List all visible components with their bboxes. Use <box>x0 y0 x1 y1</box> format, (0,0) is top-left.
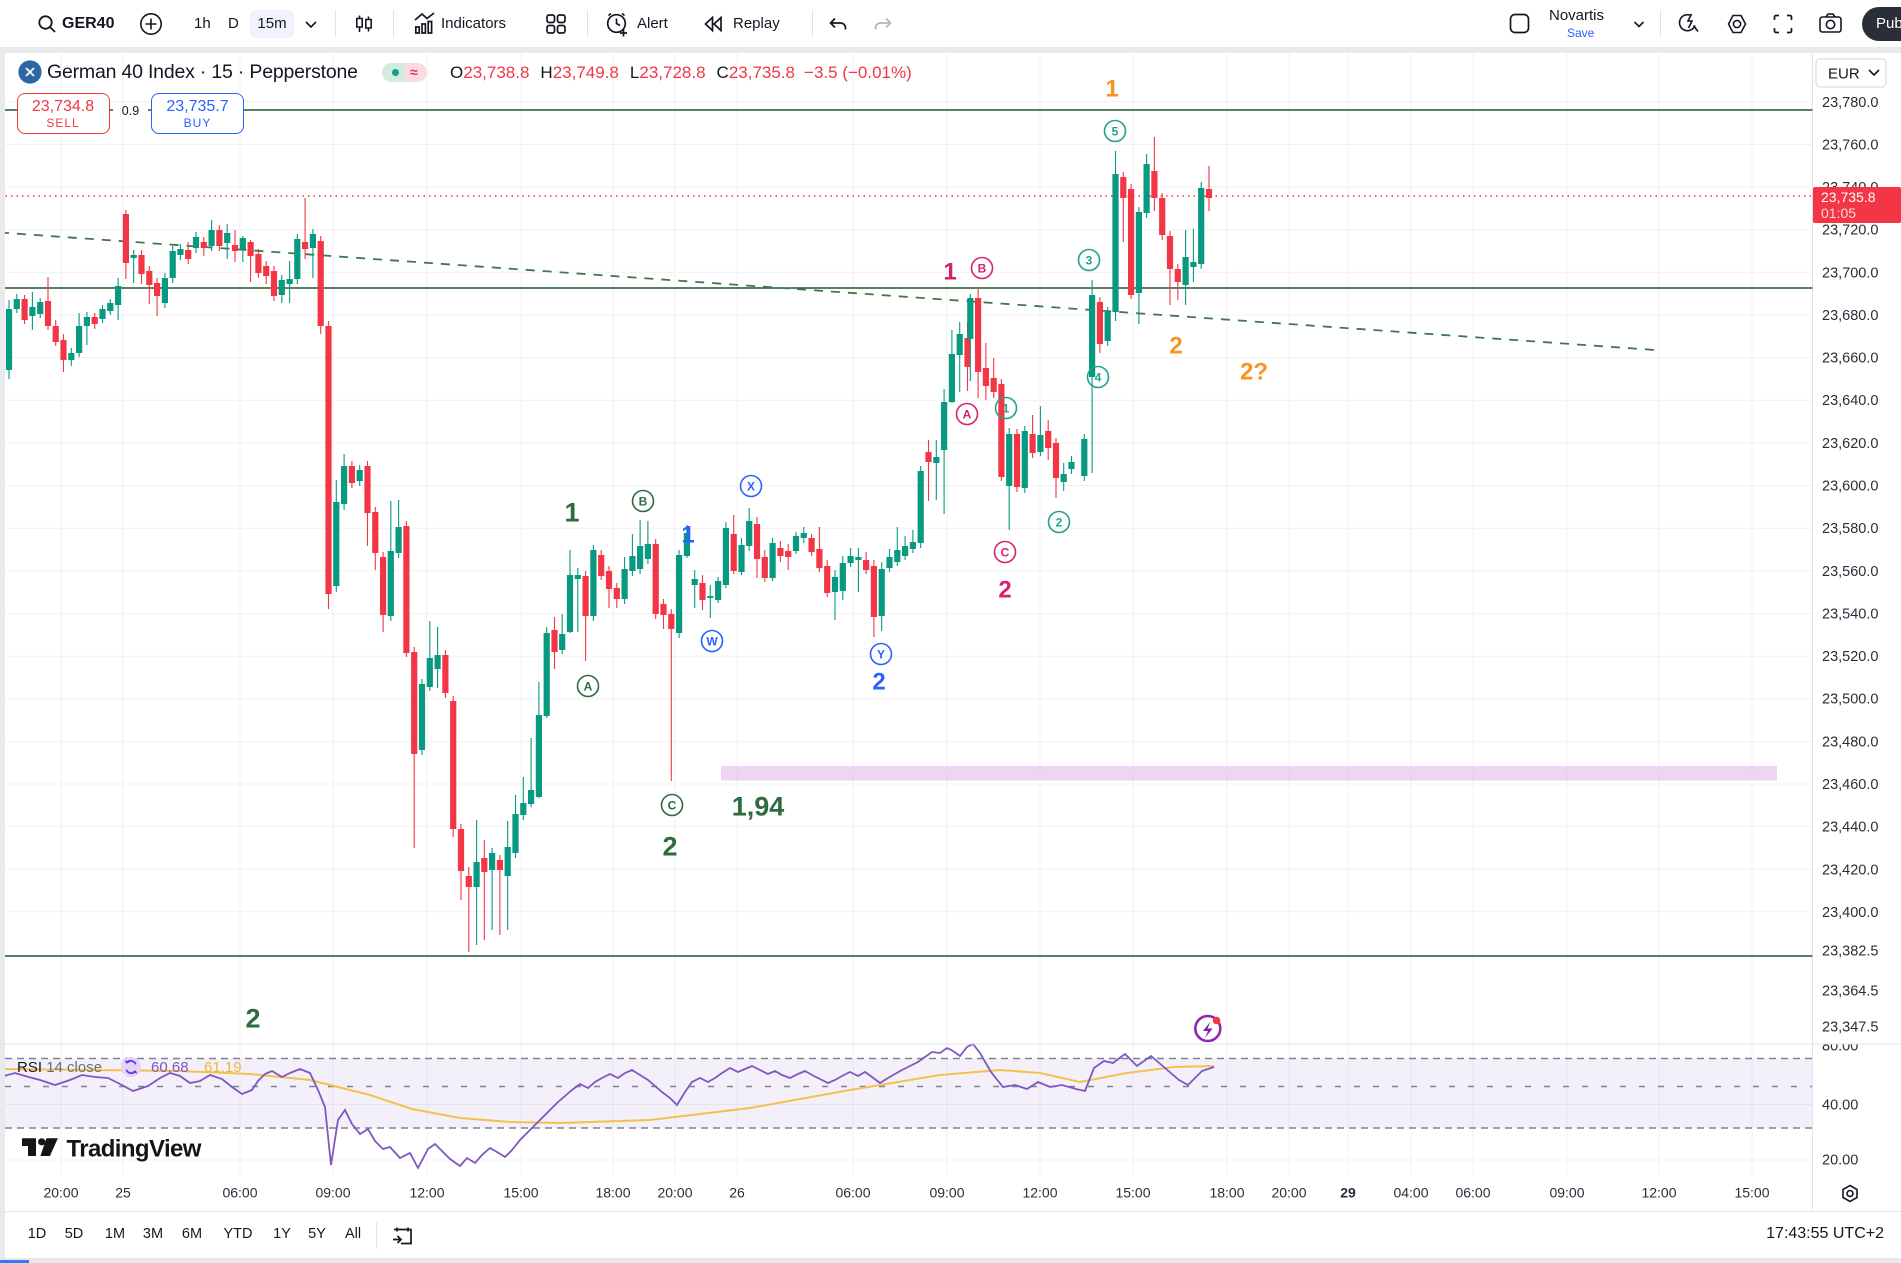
svg-text:15:00: 15:00 <box>1115 1185 1150 1201</box>
svg-text:TradingView: TradingView <box>67 1136 202 1163</box>
svg-text:23,760.0: 23,760.0 <box>1822 137 1878 153</box>
svg-text:12:00: 12:00 <box>1022 1185 1057 1201</box>
svg-text:01:05: 01:05 <box>1821 205 1856 221</box>
svg-text:1: 1 <box>943 259 956 286</box>
svg-text:3: 3 <box>1086 253 1093 267</box>
svg-text:W: W <box>706 634 718 648</box>
svg-text:23,480.0: 23,480.0 <box>1822 734 1878 750</box>
svg-text:2: 2 <box>1169 333 1182 360</box>
svg-text:1: 1 <box>1003 401 1010 415</box>
svg-text:18:00: 18:00 <box>595 1185 630 1201</box>
svg-text:2?: 2? <box>1240 359 1268 386</box>
svg-text:23,560.0: 23,560.0 <box>1822 564 1878 580</box>
svg-text:C: C <box>668 798 677 812</box>
svg-text:1,94: 1,94 <box>732 792 785 822</box>
svg-text:20:00: 20:00 <box>657 1185 692 1201</box>
svg-text:23,735.8: 23,735.8 <box>1821 189 1876 205</box>
svg-text:RSI 14 close: RSI 14 close <box>17 1059 102 1076</box>
svg-text:23,720.0: 23,720.0 <box>1822 223 1878 239</box>
svg-text:23,680.0: 23,680.0 <box>1822 308 1878 324</box>
svg-text:60.68: 60.68 <box>151 1059 189 1076</box>
svg-text:04:00: 04:00 <box>1393 1185 1428 1201</box>
svg-text:A: A <box>963 407 972 421</box>
svg-text:06:00: 06:00 <box>835 1185 870 1201</box>
svg-text:18:00: 18:00 <box>1209 1185 1244 1201</box>
svg-text:20:00: 20:00 <box>43 1185 78 1201</box>
svg-text:1: 1 <box>564 498 579 528</box>
svg-text:29: 29 <box>1340 1185 1356 1201</box>
svg-text:12:00: 12:00 <box>409 1185 444 1201</box>
svg-text:15:00: 15:00 <box>503 1185 538 1201</box>
svg-text:20.00: 20.00 <box>1822 1153 1858 1169</box>
svg-text:B: B <box>639 494 648 508</box>
svg-text:20:00: 20:00 <box>1271 1185 1306 1201</box>
svg-text:B: B <box>978 261 987 275</box>
svg-text:23,780.0: 23,780.0 <box>1822 95 1878 111</box>
svg-text:2: 2 <box>245 1004 260 1034</box>
svg-text:EUR: EUR <box>1828 66 1860 83</box>
svg-text:C: C <box>1001 545 1010 559</box>
svg-text:2: 2 <box>1056 515 1063 529</box>
svg-text:23,460.0: 23,460.0 <box>1822 777 1878 793</box>
svg-text:23,382.5: 23,382.5 <box>1822 944 1878 960</box>
svg-text:26: 26 <box>729 1185 745 1201</box>
svg-text:09:00: 09:00 <box>929 1185 964 1201</box>
svg-text:1: 1 <box>681 522 694 549</box>
svg-text:23,520.0: 23,520.0 <box>1822 649 1878 665</box>
svg-text:06:00: 06:00 <box>222 1185 257 1201</box>
svg-text:A: A <box>584 679 593 693</box>
svg-text:12:00: 12:00 <box>1641 1185 1676 1201</box>
svg-text:23,540.0: 23,540.0 <box>1822 606 1878 622</box>
svg-text:Y: Y <box>877 647 885 661</box>
svg-text:06:00: 06:00 <box>1455 1185 1490 1201</box>
svg-text:4: 4 <box>1095 370 1102 384</box>
svg-text:2: 2 <box>998 577 1011 604</box>
svg-text:23,347.5: 23,347.5 <box>1822 1020 1878 1036</box>
svg-text:23,500.0: 23,500.0 <box>1822 692 1878 708</box>
svg-text:23,700.0: 23,700.0 <box>1822 265 1878 281</box>
svg-text:23,620.0: 23,620.0 <box>1822 436 1878 452</box>
svg-text:2: 2 <box>872 669 885 696</box>
svg-text:61.19: 61.19 <box>204 1059 242 1076</box>
svg-text:5: 5 <box>1112 124 1119 138</box>
svg-text:23,660.0: 23,660.0 <box>1822 351 1878 367</box>
svg-text:09:00: 09:00 <box>1549 1185 1584 1201</box>
svg-text:23,580.0: 23,580.0 <box>1822 521 1878 537</box>
svg-text:25: 25 <box>115 1185 131 1201</box>
svg-text:40.00: 40.00 <box>1822 1098 1858 1114</box>
svg-text:23,364.5: 23,364.5 <box>1822 984 1878 1000</box>
svg-text:2: 2 <box>662 832 677 862</box>
svg-text:15:00: 15:00 <box>1734 1185 1769 1201</box>
svg-text:1: 1 <box>1105 76 1118 103</box>
svg-text:23,600.0: 23,600.0 <box>1822 479 1878 495</box>
svg-text:23,420.0: 23,420.0 <box>1822 862 1878 878</box>
svg-text:23,400.0: 23,400.0 <box>1822 905 1878 921</box>
svg-text:23,440.0: 23,440.0 <box>1822 820 1878 836</box>
svg-text:X: X <box>747 479 755 493</box>
svg-text:23,640.0: 23,640.0 <box>1822 393 1878 409</box>
svg-text:09:00: 09:00 <box>315 1185 350 1201</box>
